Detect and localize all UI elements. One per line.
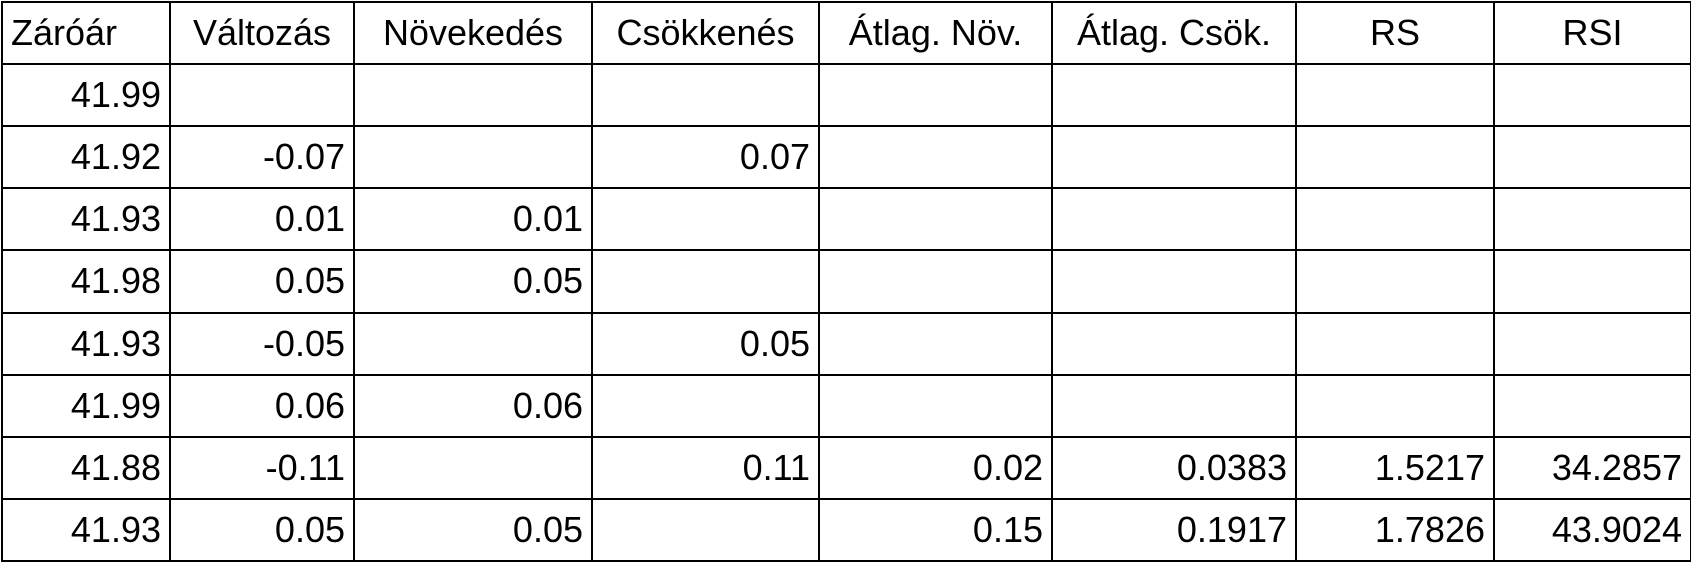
cell-avg-loss[interactable] [1051, 373, 1297, 438]
cell-change[interactable]: -0.07 [169, 125, 355, 190]
cell-avg-gain[interactable]: 0.02 [818, 435, 1053, 500]
cell-close-price[interactable]: 41.93 [1, 497, 171, 563]
cell-loss[interactable] [591, 62, 820, 128]
cell-rsi[interactable] [1493, 373, 1691, 438]
cell-close-price[interactable]: 41.88 [1, 435, 171, 500]
cell-change[interactable]: 0.06 [169, 373, 355, 438]
table-row: 41.88 -0.11 0.11 0.02 0.0383 1.5217 34.2857 [1, 435, 1691, 500]
cell-close-price[interactable]: 41.99 [1, 62, 171, 128]
header-cell-rs[interactable]: RS [1295, 1, 1495, 65]
table-row: 41.99 0.06 0.06 [1, 373, 1691, 438]
cell-change[interactable]: 0.05 [169, 249, 355, 314]
cell-rsi[interactable] [1493, 311, 1691, 376]
cell-avg-gain[interactable] [818, 125, 1053, 190]
header-cell-rsi[interactable]: RSI [1493, 1, 1691, 65]
cell-change[interactable]: -0.05 [169, 311, 355, 376]
cell-avg-loss[interactable] [1051, 249, 1297, 314]
cell-gain[interactable]: 0.05 [353, 249, 593, 314]
cell-rs[interactable]: 1.7826 [1295, 497, 1495, 563]
table-row: 41.93 0.01 0.01 [1, 187, 1691, 252]
cell-avg-gain[interactable] [818, 373, 1053, 438]
cell-avg-loss[interactable] [1051, 62, 1297, 128]
header-cell-change[interactable]: Változás [169, 1, 355, 65]
cell-change[interactable] [169, 62, 355, 128]
cell-close-price[interactable]: 41.98 [1, 249, 171, 314]
cell-rs[interactable] [1295, 125, 1495, 190]
table-row: 41.92 -0.07 0.07 [1, 125, 1691, 190]
cell-rs[interactable] [1295, 249, 1495, 314]
cell-gain[interactable] [353, 435, 593, 500]
table-row: 41.93 0.05 0.05 0.15 0.1917 1.7826 43.9024 [1, 497, 1691, 563]
cell-avg-gain[interactable] [818, 311, 1053, 376]
cell-close-price[interactable]: 41.93 [1, 311, 171, 376]
cell-rs[interactable] [1295, 187, 1495, 252]
cell-avg-gain[interactable] [818, 187, 1053, 252]
cell-loss[interactable]: 0.05 [591, 311, 820, 376]
header-row: Záróár Változás Növekedés Csökkenés Átla… [1, 1, 1691, 65]
cell-change[interactable]: 0.05 [169, 497, 355, 563]
cell-avg-gain[interactable] [818, 249, 1053, 314]
table-row: 41.99 [1, 62, 1691, 128]
cell-change[interactable]: 0.01 [169, 187, 355, 252]
cell-gain[interactable]: 0.05 [353, 497, 593, 563]
cell-gain[interactable] [353, 125, 593, 190]
cell-rs[interactable] [1295, 311, 1495, 376]
table-row: 41.93 -0.05 0.05 [1, 311, 1691, 376]
cell-avg-loss[interactable] [1051, 187, 1297, 252]
cell-loss[interactable] [591, 187, 820, 252]
cell-rs[interactable]: 1.5217 [1295, 435, 1495, 500]
cell-change[interactable]: -0.11 [169, 435, 355, 500]
header-cell-avg-loss[interactable]: Átlag. Csök. [1051, 1, 1297, 65]
header-cell-loss[interactable]: Csökkenés [591, 1, 820, 65]
cell-avg-loss[interactable] [1051, 311, 1297, 376]
cell-avg-gain[interactable] [818, 62, 1053, 128]
cell-loss[interactable] [591, 497, 820, 563]
cell-gain[interactable] [353, 62, 593, 128]
cell-loss[interactable]: 0.11 [591, 435, 820, 500]
cell-avg-gain[interactable]: 0.15 [818, 497, 1053, 563]
cell-rs[interactable] [1295, 373, 1495, 438]
cell-rsi[interactable]: 34.2857 [1493, 435, 1691, 500]
cell-rsi[interactable] [1493, 187, 1691, 252]
cell-loss[interactable] [591, 249, 820, 314]
header-cell-avg-gain[interactable]: Átlag. Növ. [818, 1, 1053, 65]
cell-gain[interactable]: 0.01 [353, 187, 593, 252]
cell-rsi[interactable]: 43.9024 [1493, 497, 1691, 563]
cell-rsi[interactable] [1493, 249, 1691, 314]
cell-avg-loss[interactable] [1051, 125, 1297, 190]
cell-close-price[interactable]: 41.92 [1, 125, 171, 190]
cell-loss[interactable] [591, 373, 820, 438]
cell-gain[interactable] [353, 311, 593, 376]
cell-gain[interactable]: 0.06 [353, 373, 593, 438]
cell-close-price[interactable]: 41.93 [1, 187, 171, 252]
table-row: 41.98 0.05 0.05 [1, 249, 1691, 314]
cell-rs[interactable] [1295, 62, 1495, 128]
cell-rsi[interactable] [1493, 62, 1691, 128]
cell-close-price[interactable]: 41.99 [1, 373, 171, 438]
cell-rsi[interactable] [1493, 125, 1691, 190]
cell-avg-loss[interactable]: 0.1917 [1051, 497, 1297, 563]
header-cell-close-price[interactable]: Záróár [1, 1, 171, 65]
cell-loss[interactable]: 0.07 [591, 125, 820, 190]
header-cell-gain[interactable]: Növekedés [353, 1, 593, 65]
cell-avg-loss[interactable]: 0.0383 [1051, 435, 1297, 500]
